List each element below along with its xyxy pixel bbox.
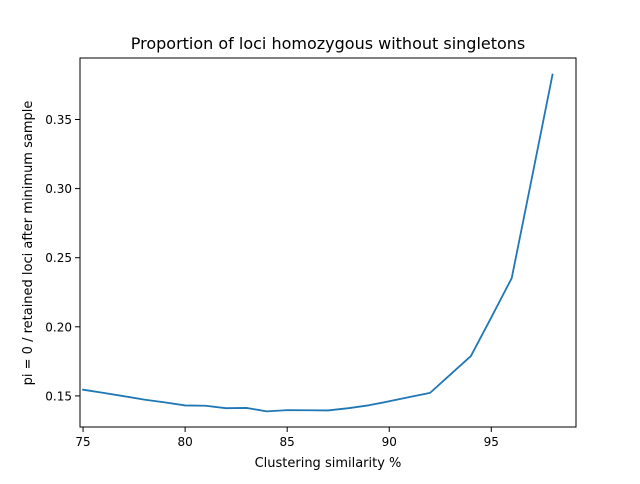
x-tick-label: 80 [177, 435, 192, 449]
x-axis-label: Clustering similarity % [255, 456, 402, 471]
x-tick-label: 75 [75, 435, 90, 449]
x-axis-ticks: 75 80 85 90 95 [75, 427, 499, 449]
series-line [82, 73, 554, 413]
plot-area [79, 57, 577, 428]
y-tick-label: 0.20 [45, 320, 72, 334]
y-axis-ticks: 0.15 0.20 0.25 0.30 0.35 [45, 113, 80, 403]
axes-frame [79, 57, 577, 428]
y-tick-label: 0.30 [45, 182, 72, 196]
chart-title: Proportion of loci homozygous without si… [131, 34, 526, 53]
x-tick-label: 95 [484, 435, 499, 449]
y-tick-label: 0.25 [45, 251, 72, 265]
y-tick-label: 0.15 [45, 389, 72, 403]
x-tick-label: 85 [280, 435, 295, 449]
y-tick-label: 0.35 [45, 113, 72, 127]
y-axis-label: pi = 0 / retained loci after minimum sam… [21, 101, 36, 386]
x-tick-label: 90 [382, 435, 397, 449]
